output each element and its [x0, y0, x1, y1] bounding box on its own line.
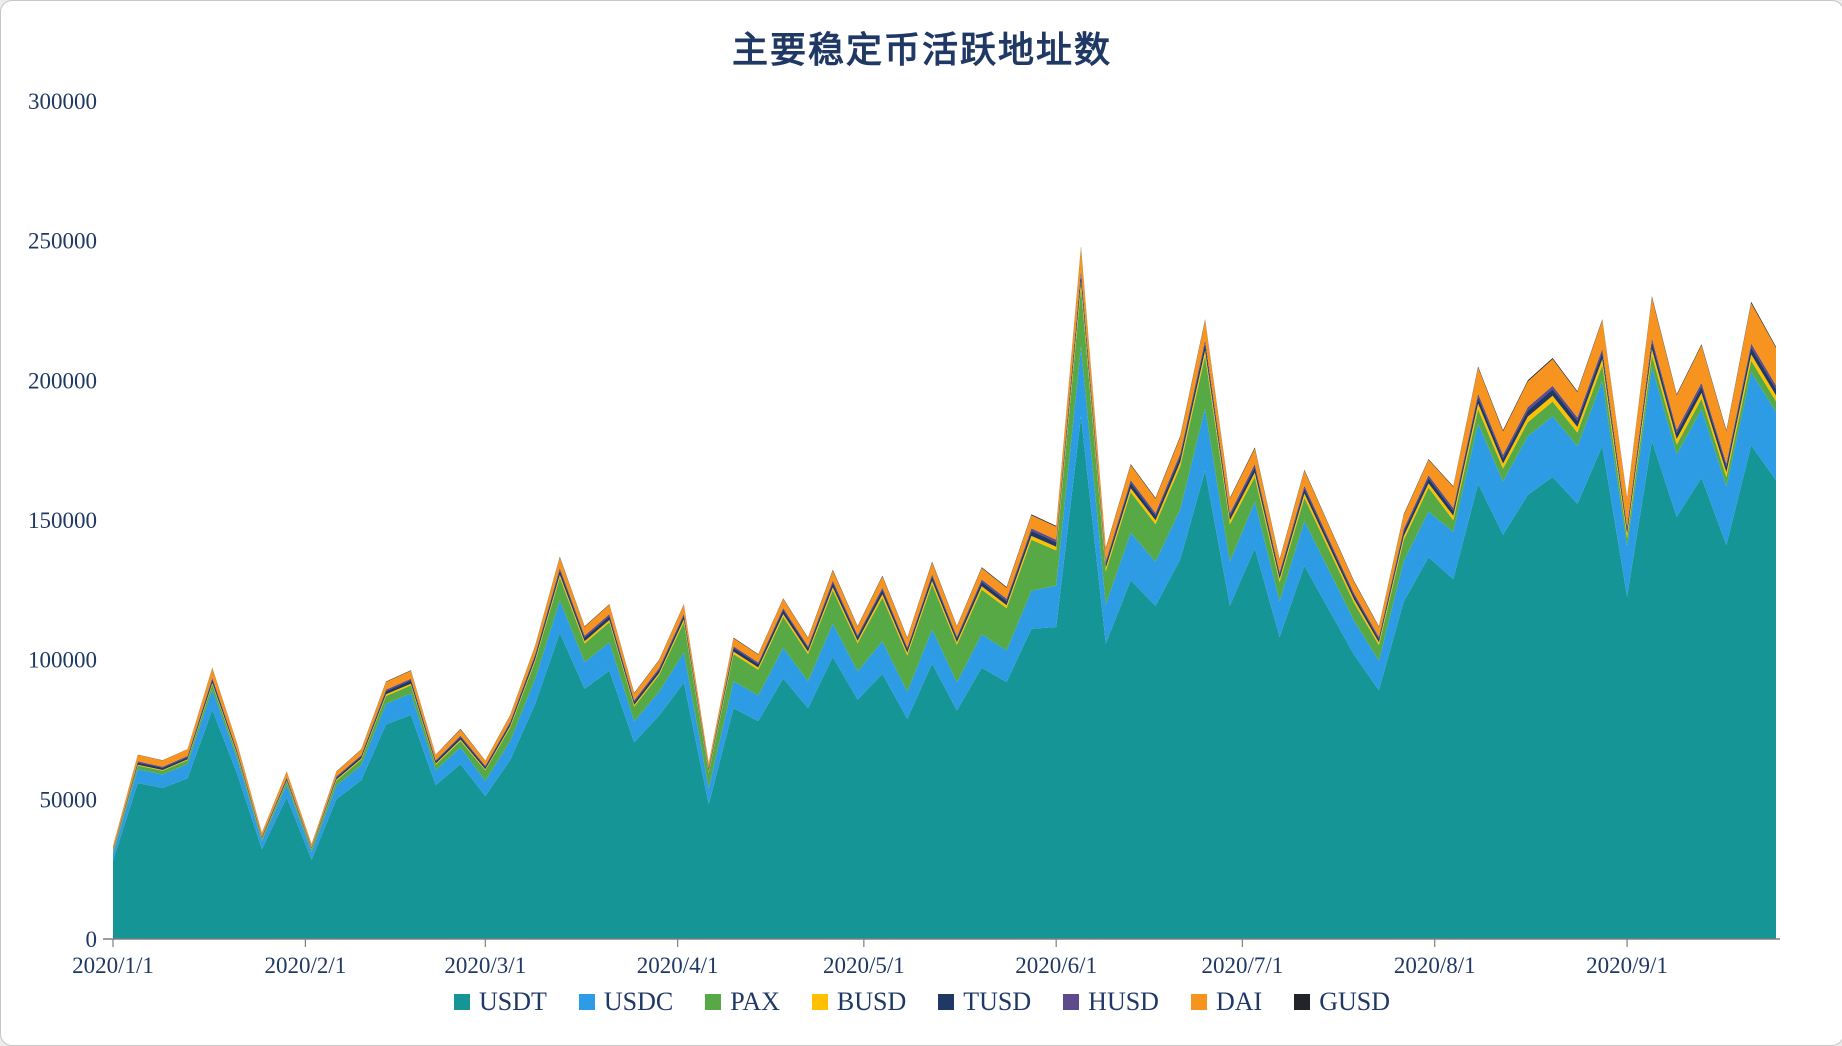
legend-label: TUSD: [963, 987, 1032, 1016]
x-tick-label: 2020/1/1: [72, 953, 154, 978]
legend-item-pax: PAX: [705, 987, 780, 1017]
x-tick-label: 2020/8/1: [1394, 953, 1476, 978]
legend-label: BUSD: [836, 987, 907, 1016]
y-tick-label: 200000: [28, 368, 97, 393]
x-tick-label: 2020/2/1: [264, 953, 346, 978]
legend-swatch-husd: [1063, 994, 1080, 1010]
legend-label: PAX: [730, 987, 780, 1016]
legend-item-husd: HUSD: [1063, 987, 1159, 1017]
legend-swatch-gusd: [1294, 994, 1311, 1010]
legend-item-dai: DAI: [1190, 987, 1263, 1017]
x-tick-label: 2020/7/1: [1201, 953, 1283, 978]
legend-item-tusd: TUSD: [938, 987, 1031, 1017]
x-tick-label: 2020/9/1: [1586, 953, 1668, 978]
x-tick-label: 2020/4/1: [637, 953, 719, 978]
legend-item-usdt: USDT: [454, 987, 547, 1017]
legend-swatch-pax: [705, 994, 722, 1010]
legend: USDT USDC PAX BUSD TUSD HUSD DAI GUSD: [1, 987, 1842, 1017]
legend-swatch-usdc: [578, 994, 595, 1010]
legend-item-gusd: GUSD: [1294, 987, 1390, 1017]
y-tick-label: 150000: [28, 508, 97, 533]
chart-title: 主要稳定币活跃地址数: [731, 30, 1112, 70]
y-tick-label: 100000: [28, 648, 97, 673]
area-usdt: [113, 416, 1776, 940]
legend-item-usdc: USDC: [578, 987, 674, 1017]
x-tick-label: 2020/3/1: [444, 953, 526, 978]
legend-label: HUSD: [1088, 987, 1159, 1016]
x-tick-label: 2020/5/1: [823, 953, 905, 978]
legend-swatch-tusd: [938, 994, 955, 1010]
legend-swatch-busd: [811, 994, 828, 1010]
legend-swatch-dai: [1190, 994, 1207, 1010]
x-tick-label: 2020/6/1: [1015, 953, 1097, 978]
legend-label: GUSD: [1319, 987, 1390, 1016]
legend-swatch-usdt: [454, 994, 470, 1010]
y-tick-label: 50000: [40, 787, 98, 812]
legend-item-busd: BUSD: [811, 987, 907, 1017]
area-usdc: [113, 346, 1776, 861]
legend-label: USDC: [603, 987, 674, 1016]
y-tick-label: 0: [86, 927, 98, 952]
legend-label: DAI: [1215, 987, 1263, 1016]
y-tick-label: 250000: [28, 229, 97, 254]
legend-label: USDT: [479, 987, 547, 1016]
y-tick-label: 300000: [28, 89, 97, 114]
